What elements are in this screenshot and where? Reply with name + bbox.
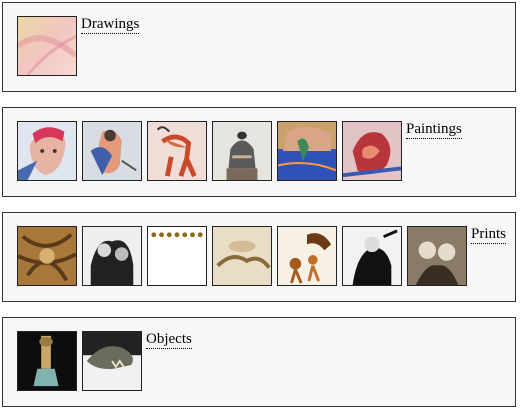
drawings-panel: Drawings xyxy=(2,2,516,92)
print-thumbnail-5[interactable] xyxy=(277,226,337,286)
print-thumbnail-7[interactable] xyxy=(407,226,467,286)
prints-link[interactable]: Prints xyxy=(471,226,507,244)
print-thumbnail-2[interactable] xyxy=(82,226,142,286)
objects-panel: Objects xyxy=(2,317,516,407)
print-thumbnail-6[interactable] xyxy=(342,226,402,286)
print-thumbnail-3[interactable] xyxy=(147,226,207,286)
print-thumbnail-1[interactable] xyxy=(17,226,77,286)
objects-link[interactable]: Objects xyxy=(146,331,192,349)
paintings-panel: Paintings xyxy=(2,107,516,197)
painting-thumbnail-5[interactable] xyxy=(277,121,337,181)
painting-thumbnail-4[interactable] xyxy=(212,121,272,181)
painting-thumbnail-6[interactable] xyxy=(342,121,402,181)
painting-thumbnail-3[interactable] xyxy=(147,121,207,181)
painting-thumbnail-1[interactable] xyxy=(17,121,77,181)
print-thumbnail-4[interactable] xyxy=(212,226,272,286)
prints-panel: Prints xyxy=(2,212,516,302)
paintings-link[interactable]: Paintings xyxy=(406,121,462,139)
object-thumbnail-1[interactable] xyxy=(17,331,77,391)
drawings-link[interactable]: Drawings xyxy=(81,16,140,34)
drawing-thumbnail-1[interactable] xyxy=(17,16,77,76)
painting-thumbnail-2[interactable] xyxy=(82,121,142,181)
object-thumbnail-2[interactable] xyxy=(82,331,142,391)
